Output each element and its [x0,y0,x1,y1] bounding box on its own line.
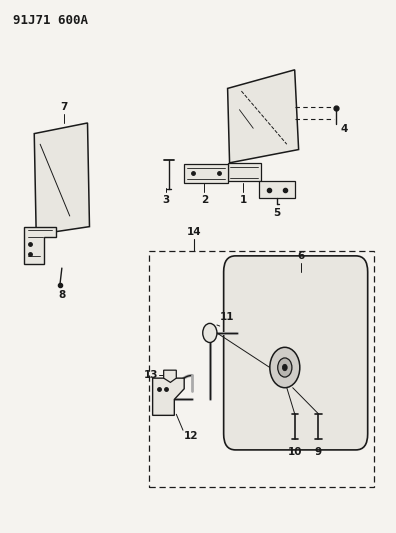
Circle shape [203,324,217,343]
Circle shape [270,348,300,387]
Text: 12: 12 [184,431,199,441]
Text: 4: 4 [340,124,347,134]
Polygon shape [228,163,261,181]
Text: 13: 13 [144,370,158,380]
Text: 3: 3 [163,195,170,205]
Polygon shape [184,165,228,182]
Polygon shape [34,123,89,235]
Text: 5: 5 [273,208,280,218]
Polygon shape [164,370,176,382]
Text: 11: 11 [220,312,234,322]
Circle shape [278,358,292,377]
Text: 10: 10 [287,447,302,457]
Polygon shape [152,378,184,415]
Circle shape [282,365,287,370]
Text: 6: 6 [297,251,304,261]
Polygon shape [228,70,299,163]
Text: 2: 2 [201,195,208,205]
Text: 91J71 600A: 91J71 600A [13,14,88,27]
Polygon shape [259,181,295,198]
Text: 1: 1 [240,195,247,205]
Text: 14: 14 [187,227,202,237]
Text: 7: 7 [60,102,68,112]
FancyBboxPatch shape [224,256,367,450]
Bar [148,251,373,487]
Text: 8: 8 [58,290,65,301]
Text: 9: 9 [315,447,322,457]
Polygon shape [25,227,56,264]
